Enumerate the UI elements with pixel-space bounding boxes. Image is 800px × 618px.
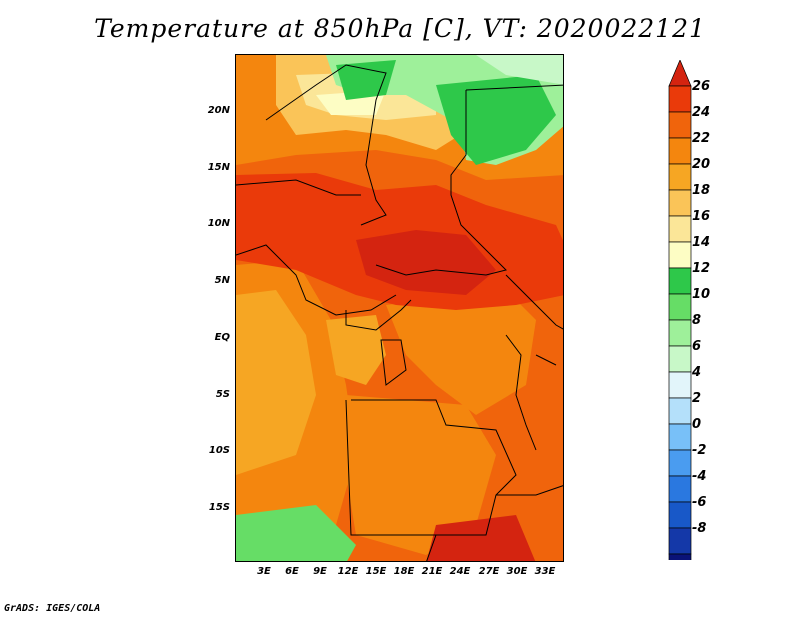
temperature-map <box>235 54 564 562</box>
colorbar-label: -4 <box>692 469 707 484</box>
colorbar-swatch <box>668 449 692 477</box>
lon-label-24e: 24E <box>449 566 471 577</box>
country-borders <box>236 64 563 561</box>
lat-label-10s: 10S <box>208 445 230 456</box>
lon-label-18e: 18E <box>393 566 415 577</box>
lat-label-eq: EQ <box>214 332 230 343</box>
colorbar-swatch <box>668 215 692 243</box>
field-20-22-south <box>346 395 496 555</box>
colorbar-label: 10 <box>692 287 711 302</box>
colorbar-label: 16 <box>692 209 711 224</box>
lat-label-5n: 5N <box>214 275 230 286</box>
colorbar-swatch <box>668 267 692 295</box>
colorbar-top-arrow <box>668 60 692 87</box>
colorbar-swatch <box>668 397 692 425</box>
colorbar-swatch <box>668 423 692 451</box>
field-6-8-ne <box>476 55 563 85</box>
colorbar-label: 20 <box>692 157 711 172</box>
colorbar-swatch <box>668 371 692 399</box>
colorbar-label: 18 <box>692 183 711 198</box>
field-20-22-central <box>386 290 536 415</box>
colorbar-label: 4 <box>692 365 702 380</box>
lat-label-5s: 5S <box>215 389 230 400</box>
colorbar-label: 2 <box>692 391 702 406</box>
colorbar-swatch <box>668 553 692 560</box>
colorbar <box>668 60 692 560</box>
lon-label-30e: 30E <box>506 566 528 577</box>
lon-label-15e: 15E <box>365 566 387 577</box>
colorbar-label: 0 <box>692 417 702 432</box>
colorbar-swatch <box>668 475 692 503</box>
colorbar-label: 26 <box>692 79 711 94</box>
field-18-20-gabon <box>326 315 386 385</box>
colorbar-swatch <box>668 163 692 191</box>
colorbar-label: 12 <box>692 261 711 276</box>
field-26-core <box>356 230 496 295</box>
lon-label-6e: 6E <box>285 566 299 577</box>
field-10-12-sw <box>236 505 356 561</box>
credit-label: GrADS: IGES/COLA <box>4 603 101 614</box>
lon-label-3e: 3E <box>257 566 271 577</box>
lon-label-27e: 27E <box>478 566 500 577</box>
colorbar-swatch <box>668 111 692 139</box>
field-26-south <box>426 515 536 561</box>
colorbar-label: 8 <box>692 313 702 328</box>
temperature-field <box>236 55 563 561</box>
lat-label-15s: 15S <box>208 502 230 513</box>
map-title: Temperature at 850hPa [C], VT: 202002212… <box>94 14 706 43</box>
colorbar-swatch <box>668 345 692 373</box>
colorbar-label: 24 <box>692 105 711 120</box>
colorbar-swatch <box>668 189 692 217</box>
lon-label-12e: 12E <box>337 566 359 577</box>
lon-label-9e: 9E <box>313 566 327 577</box>
colorbar-label: 22 <box>692 131 711 146</box>
colorbar-swatch <box>668 501 692 529</box>
lon-label-21e: 21E <box>421 566 443 577</box>
lat-label-10n: 10N <box>207 218 230 229</box>
field-18-20-west <box>236 290 316 475</box>
colorbar-swatch <box>668 527 692 555</box>
colorbar-label: -8 <box>692 521 707 536</box>
field-12-14-a <box>336 60 396 100</box>
colorbar-swatch <box>668 85 692 113</box>
colorbar-swatch <box>668 137 692 165</box>
lat-label-20n: 20N <box>207 105 230 116</box>
colorbar-label: 14 <box>692 235 711 250</box>
colorbar-label: -2 <box>692 443 707 458</box>
colorbar-label: 6 <box>692 339 702 354</box>
lon-label-33e: 33E <box>534 566 556 577</box>
lat-label-15n: 15N <box>207 162 230 173</box>
colorbar-label: -6 <box>692 495 707 510</box>
colorbar-swatch <box>668 293 692 321</box>
colorbar-swatch <box>668 241 692 269</box>
colorbar-swatch <box>668 319 692 347</box>
